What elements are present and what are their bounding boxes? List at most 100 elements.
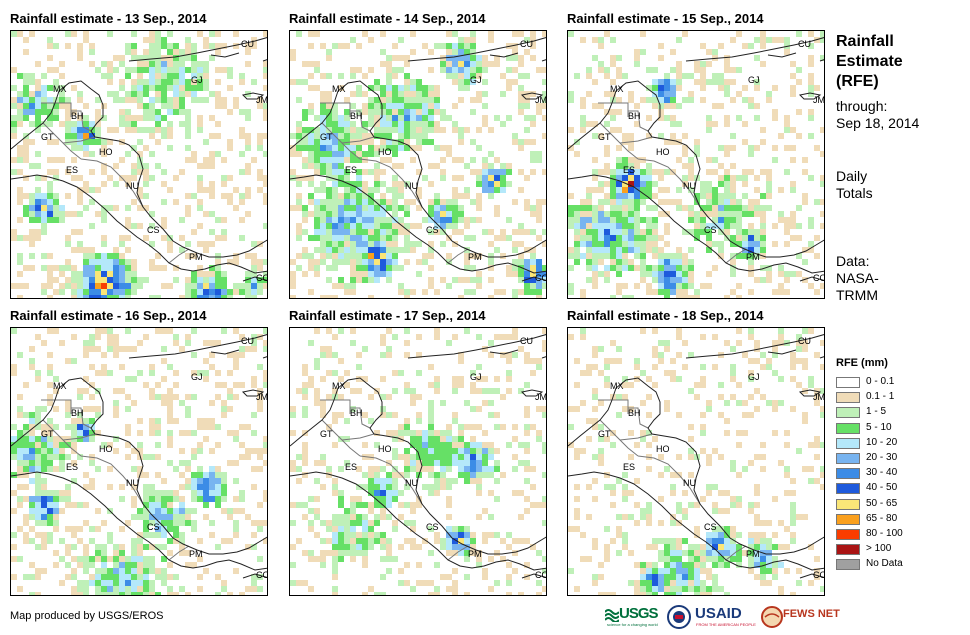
coastline (242, 573, 267, 579)
logo-strip: USGS science for a changing world USAID … (605, 603, 840, 631)
fews-globe-icon (761, 606, 783, 628)
country-label-gj: GJ (748, 372, 760, 382)
rainfall-grid (568, 31, 824, 298)
country-label-cs: CS (426, 225, 439, 235)
country-label-jm: JM (535, 95, 547, 105)
heading-line-1: Rainfall (836, 33, 894, 50)
country-label-es: ES (623, 165, 636, 175)
coastline (290, 80, 546, 258)
rainfall-map-1: CU MX GJ JM BH GT HO ES NU CS PM CO (10, 30, 268, 299)
panel-title-2: Rainfall estimate - 14 Sep., 2014 (289, 11, 486, 26)
country-label-pm: PM (468, 549, 482, 559)
country-label-mx: MX (53, 84, 67, 94)
country-border (80, 455, 134, 489)
country-border (637, 455, 691, 489)
country-label-bh: BH (350, 111, 363, 121)
usgs-logo: USGS science for a changing world (605, 603, 663, 631)
legend-swatch (836, 498, 860, 510)
country-label-jm: JM (256, 392, 268, 402)
coastline (798, 92, 822, 100)
legend-swatch (836, 407, 860, 419)
data-line-3: TRMM (836, 287, 878, 303)
country-border (359, 158, 413, 192)
rainfall-map-3: CU MX GJ JM BH GT HO ES NU CS PM CO (567, 30, 825, 299)
country-border (619, 136, 653, 144)
coastline (11, 80, 267, 258)
coastline (521, 276, 546, 282)
country-label-gt: GT (320, 132, 333, 142)
country-label-pm: PM (746, 549, 760, 559)
through-label: through: (836, 98, 888, 114)
coastline (767, 52, 797, 58)
country-border (350, 407, 371, 429)
legend-label: 5 - 10 (866, 421, 892, 433)
legend-swatch (836, 437, 860, 449)
country-border (341, 433, 375, 441)
totals-line-2: Totals (836, 185, 873, 201)
country-label-cu: CU (798, 336, 811, 346)
country-label-gt: GT (320, 429, 333, 439)
country-label-co: CO (813, 570, 824, 580)
country-label-ho: HO (656, 444, 670, 454)
coastline (520, 389, 544, 397)
country-border (80, 158, 134, 192)
legend-label: 0 - 0.1 (866, 376, 895, 387)
country-label-es: ES (345, 462, 358, 472)
country-label-es: ES (345, 165, 358, 175)
country-label-ho: HO (378, 444, 392, 454)
legend-label: 80 - 100 (866, 528, 903, 539)
country-border (598, 102, 629, 117)
country-border (168, 545, 190, 561)
through-block: through: Sep 18, 2014 (836, 98, 919, 132)
country-border (619, 433, 653, 441)
country-border (725, 545, 747, 561)
country-label-pm: PM (189, 252, 203, 262)
rainfall-map-4: CU MX GJ JM BH GT HO ES NU CS PM CO (10, 327, 268, 596)
legend-swatch (836, 559, 860, 571)
country-label-mx: MX (332, 84, 346, 94)
country-label-cs: CS (147, 225, 160, 235)
country-label-cs: CS (147, 522, 160, 532)
country-border (71, 407, 92, 429)
country-label-jm: JM (813, 392, 825, 402)
coastline (210, 52, 240, 58)
country-label-es: ES (623, 462, 636, 472)
country-label-cs: CS (704, 225, 717, 235)
data-source-block: Data: NASA- TRMM (836, 253, 879, 304)
coastline (521, 573, 546, 579)
usaid-logo: USAID FROM THE AMERICAN PEOPLE (695, 603, 757, 631)
legend-label: No Data (866, 558, 903, 570)
heading-line-2: Estimate (836, 53, 903, 70)
country-label-gj: GJ (470, 372, 482, 382)
country-label-gj: GJ (191, 372, 203, 382)
coastline (767, 349, 797, 355)
legend-label: 65 - 80 (866, 512, 898, 524)
usaid-seal (667, 603, 691, 631)
rainfall-grid (290, 328, 546, 595)
country-label-gt: GT (598, 132, 611, 142)
legend-swatch (836, 453, 860, 464)
country-border (41, 399, 72, 414)
coastline (541, 356, 546, 359)
coastline (11, 471, 267, 571)
country-border (359, 455, 413, 489)
country-label-gj: GJ (470, 75, 482, 85)
country-label-mx: MX (610, 84, 624, 94)
coastline (407, 37, 546, 62)
rainfall-map-6: CU MX GJ JM BH GT HO ES NU CS PM CO (567, 327, 825, 596)
country-label-es: ES (66, 165, 79, 175)
panel-title-1: Rainfall estimate - 13 Sep., 2014 (10, 11, 207, 26)
country-label-jm: JM (535, 392, 547, 402)
country-label-ho: HO (99, 147, 113, 157)
panel-title-3: Rainfall estimate - 15 Sep., 2014 (567, 11, 764, 26)
country-border (41, 102, 72, 117)
coastline (407, 334, 546, 359)
country-border (62, 136, 96, 144)
country-label-cs: CS (704, 522, 717, 532)
coastline (568, 471, 824, 571)
country-label-nu: NU (683, 478, 696, 488)
coastline (128, 37, 267, 62)
country-label-pm: PM (746, 252, 760, 262)
legend-label: 0.1 - 1 (866, 391, 895, 403)
country-label-nu: NU (126, 181, 139, 191)
